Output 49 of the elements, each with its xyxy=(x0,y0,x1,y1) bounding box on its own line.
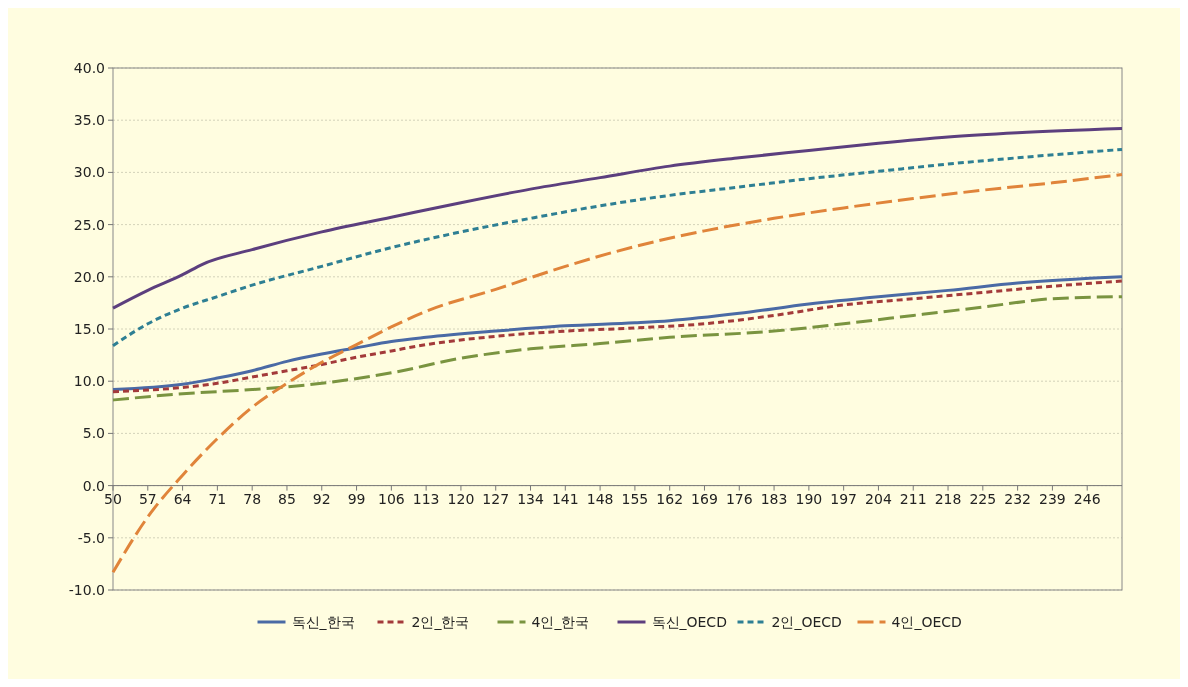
x-tick-label: 204 xyxy=(865,490,892,507)
x-tick-label: 120 xyxy=(447,490,475,507)
x-tick-label: 169 xyxy=(691,490,718,507)
y-tick-label: 5.0 xyxy=(82,425,105,442)
y-tick-label: 30.0 xyxy=(73,164,105,181)
line-series xyxy=(111,147,1124,348)
x-tick-label: 92 xyxy=(312,490,331,507)
legend-label: 독신_OECD xyxy=(651,613,727,630)
x-tick-label: 176 xyxy=(725,490,753,507)
y-tick-label: 15.0 xyxy=(73,320,105,337)
x-tick-label: 127 xyxy=(482,490,510,507)
x-tick-label: 78 xyxy=(243,490,262,507)
x-tick-label: 134 xyxy=(517,490,544,507)
x-tick-label: 225 xyxy=(969,490,997,507)
y-tick-label: -5.0 xyxy=(77,529,105,546)
y-tick-label: 10.0 xyxy=(73,373,105,390)
x-tick-label: 197 xyxy=(830,490,858,507)
x-tick-label: 148 xyxy=(586,490,614,507)
x-tick-label: 106 xyxy=(377,490,405,507)
y-tick-label: 20.0 xyxy=(73,268,105,285)
x-tick-label: 246 xyxy=(1073,490,1101,507)
legend-label: 2인_한국 xyxy=(411,613,470,630)
x-tick-label: 57 xyxy=(138,490,157,507)
x-tick-label: 85 xyxy=(278,490,296,507)
legend-label: 2인_OECD xyxy=(771,613,842,630)
x-tick-label: 190 xyxy=(795,490,823,507)
x-tick-label: 155 xyxy=(621,490,649,507)
y-tick-label: 0.0 xyxy=(82,477,105,494)
x-tick-label: 50 xyxy=(104,490,122,507)
legend-label: 4인_한국 xyxy=(531,613,590,630)
x-tick-label: 141 xyxy=(551,490,579,507)
x-tick-label: 232 xyxy=(1004,490,1031,507)
line-series xyxy=(111,295,1124,402)
x-tick-label: 218 xyxy=(934,490,962,507)
y-tick-label: 35.0 xyxy=(73,112,105,129)
y-tick-label: 25.0 xyxy=(73,216,105,233)
x-tick-label: 183 xyxy=(760,490,788,507)
x-tick-label: 71 xyxy=(208,490,227,507)
x-tick-label: 162 xyxy=(656,490,684,507)
y-tick-label: -10.0 xyxy=(68,581,105,598)
y-tick-label: 40.0 xyxy=(73,59,105,76)
x-tick-label: 239 xyxy=(1039,490,1066,507)
x-tick-label: 211 xyxy=(899,490,927,507)
x-tick-label: 113 xyxy=(412,490,440,507)
line-series xyxy=(111,127,1124,310)
legend-label: 독신_한국 xyxy=(291,613,355,630)
legend-label: 4인_OECD xyxy=(891,613,962,630)
x-tick-label: 64 xyxy=(173,490,192,507)
x-tick-label: 99 xyxy=(347,490,366,507)
